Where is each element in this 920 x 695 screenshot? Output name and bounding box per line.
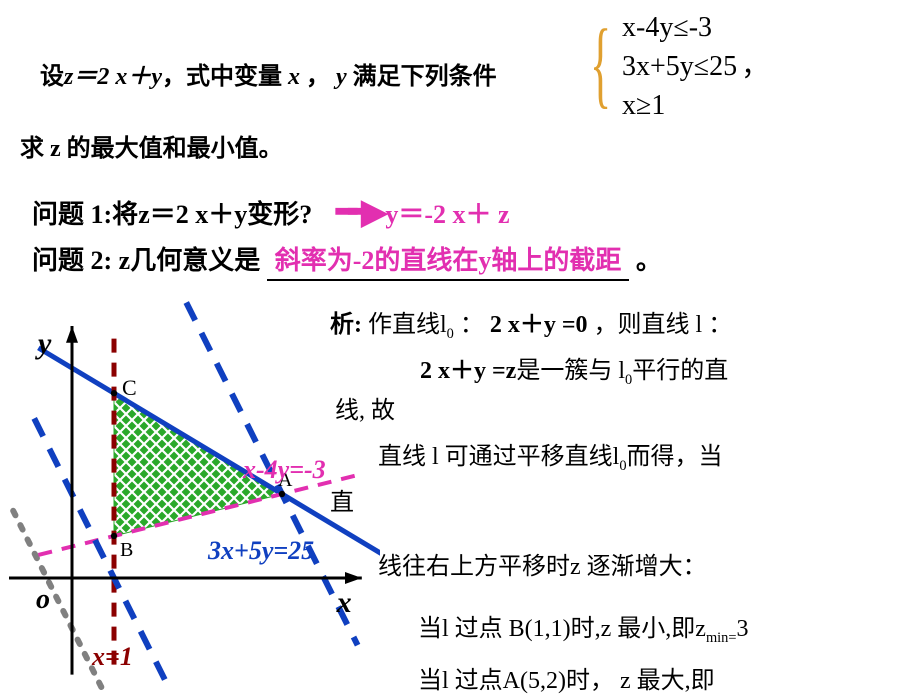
constraint-2: 3x+5y≤25， — [622, 47, 769, 86]
chart-region: oyxABC x-4y=-33x+5y=25x=1 — [0, 300, 380, 690]
sub: 0 — [447, 326, 454, 342]
text: 设 — [40, 64, 64, 90]
q2-text1: z几何意义是 — [119, 246, 267, 275]
var-y: y — [336, 64, 347, 90]
q2-label: 问题 2: — [32, 246, 119, 275]
text: ， — [300, 64, 336, 90]
q1-text2: 变形? — [247, 194, 312, 231]
text: 是一簇与 l — [516, 358, 625, 384]
analysis-line-3: 直线 l 可通过平移直线l0而得，当 — [378, 436, 918, 475]
text: 当l 过点 B(1,1)时,z 最小,即z — [418, 616, 706, 642]
chart-eq-label: x-4y=-3 — [243, 455, 326, 485]
chart-svg: oyxABC — [0, 300, 380, 690]
tail: ，则直线 l ： — [594, 312, 733, 338]
analysis-line-1: 析: 作直线l0 ： 2 x＋y =0 ，则直线 l ： — [330, 304, 732, 343]
eq: z＝2 x＋y — [64, 64, 162, 90]
val: 3 — [736, 616, 748, 642]
q1-text1: 将 — [112, 194, 138, 231]
problem-statement-line2: 求 z 的最大值和最小值。 — [20, 128, 283, 163]
svg-text:B: B — [120, 539, 133, 561]
text: 3x+5y≤25 — [622, 51, 737, 82]
analysis-line-2: 2 x＋y =z是一簇与 l0平行的直 线, 故 — [420, 350, 728, 389]
q1-answer: y＝-2 x＋ z — [385, 194, 509, 231]
svg-text:x: x — [336, 586, 352, 619]
constraints-block: x-4y≤-3 3x+5y≤25， x≥1 — [622, 8, 769, 126]
constraint-3: x≥1 — [622, 86, 769, 125]
q2-period: 。 — [636, 246, 662, 275]
chart-eq-label: 3x+5y=25 — [208, 536, 314, 566]
l: l — [440, 312, 447, 338]
text: ，式中变量 — [162, 64, 288, 90]
constraint-1: x-4y≤-3 — [622, 8, 769, 47]
tail: 平行的直 — [632, 358, 728, 384]
question-1-row: 问题 1: 将 z＝2 x＋y 变形? ━━▶ y＝-2 x＋ z — [32, 192, 510, 232]
var-x: x — [288, 64, 300, 90]
text: 直线 l 可通过平移直线l — [378, 444, 619, 470]
sep: ， — [741, 51, 769, 82]
analysis-line-5: 当l 过点 B(1,1)时,z 最小,即zmin=3 — [418, 608, 748, 647]
brace-icon: { — [590, 8, 611, 120]
sub: min= — [706, 630, 737, 646]
tail: 而得，当 — [627, 444, 723, 470]
q2-answer: 斜率为-2的直线在y轴上的截距 — [267, 240, 630, 281]
svg-text:o: o — [36, 584, 50, 615]
analysis-line-4: 线往右上方平移时z 逐渐增大： — [378, 546, 707, 581]
svg-text:y: y — [35, 327, 52, 360]
text: 满足下列条件 — [347, 64, 497, 90]
sub: 0 — [619, 458, 626, 474]
svg-text:C: C — [122, 375, 137, 400]
eq: 2 x＋y =z — [420, 358, 516, 384]
problem-statement-line1: 设z＝2 x＋y，式中变量 x ， y 满足下列条件 — [40, 56, 600, 91]
arrow-icon: ━━▶ — [336, 192, 379, 232]
q1-label: 问题 1: — [32, 194, 112, 231]
eq: 2 x＋y =0 — [490, 312, 588, 338]
q1-eq: z＝2 x＋y — [138, 194, 247, 231]
chart-eq-label: x=1 — [92, 642, 133, 672]
question-2-row: 问题 2: z几何意义是 斜率为-2的直线在y轴上的截距 。 — [32, 240, 902, 281]
colon: ： — [454, 312, 484, 338]
